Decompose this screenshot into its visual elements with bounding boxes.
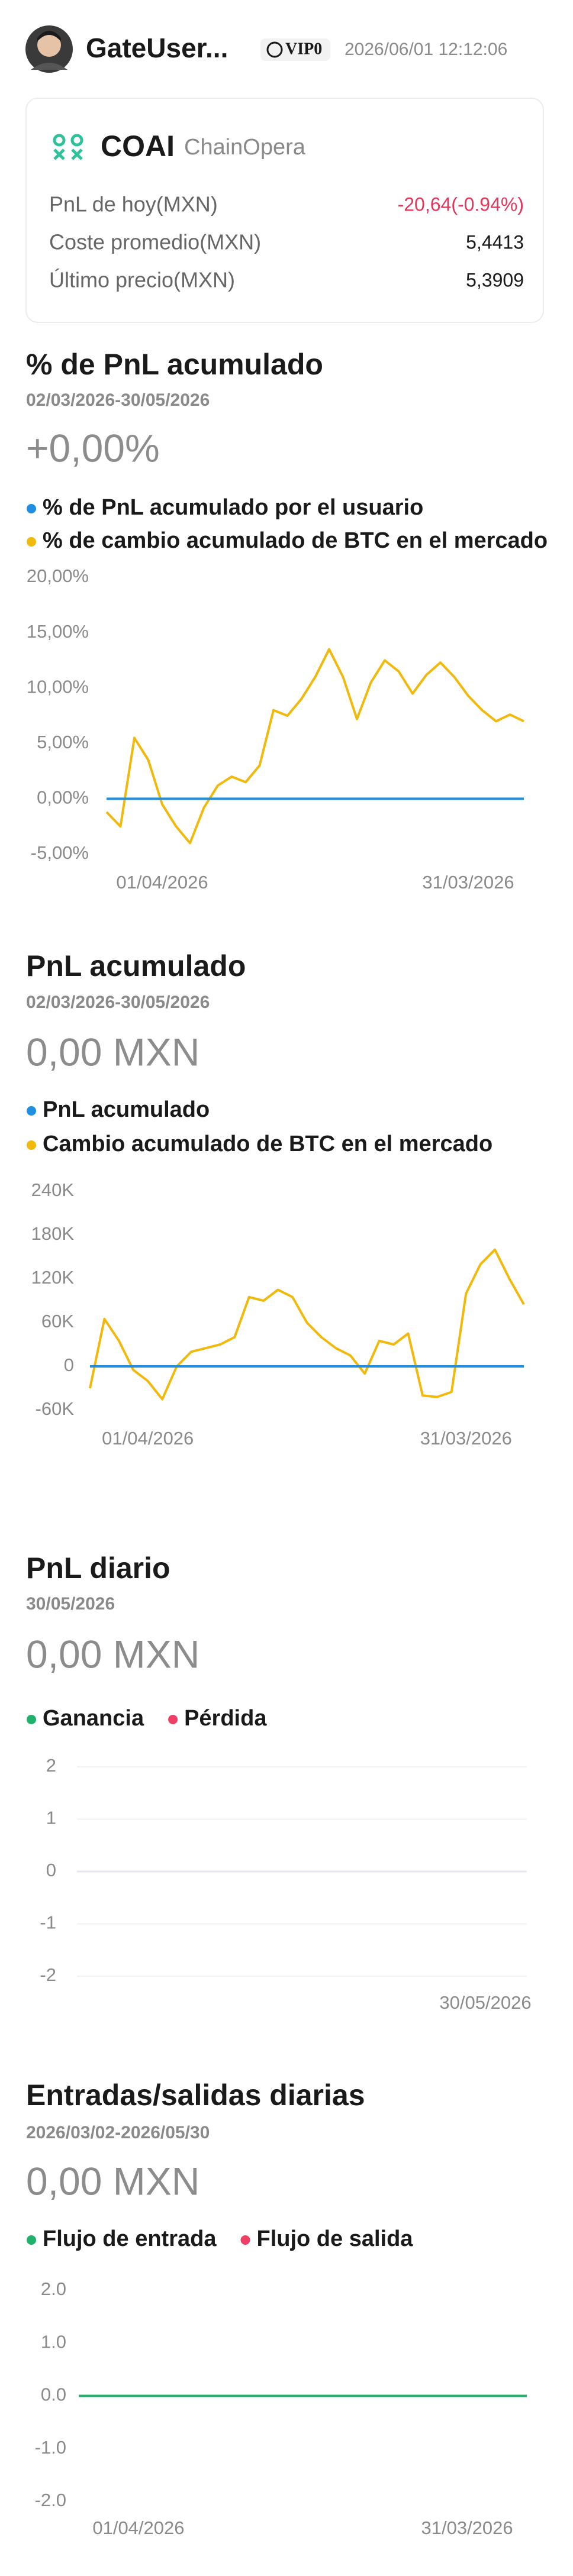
y-tick-label: 240K bbox=[31, 1179, 75, 1200]
legend-label: Flujo de salida bbox=[256, 2226, 413, 2251]
summary-value: 0,00 MXN bbox=[26, 1632, 199, 1676]
series-line bbox=[89, 1248, 525, 1401]
summary-value: 0,00 MXN bbox=[26, 2159, 199, 2203]
y-tick-label: -2 bbox=[40, 1964, 56, 1985]
row-label: Coste promedio(MXN) bbox=[49, 230, 261, 254]
legend-label: % de PnL acumulado por el usuario bbox=[43, 495, 423, 520]
vip-badge: VIP0 bbox=[260, 38, 330, 61]
asset-logo bbox=[53, 134, 83, 160]
y-tick-label: 0,00% bbox=[37, 787, 89, 808]
chart-section: PnL acumulado 02/03/2026-30/05/2026 0,00 M… bbox=[26, 949, 525, 1449]
y-tick-label: -5,00% bbox=[31, 842, 89, 863]
x-tick-label: 31/03/2026 bbox=[421, 2517, 513, 2538]
section-title: % de PnL acumulado bbox=[26, 348, 323, 381]
y-tick-label: 10,00% bbox=[27, 676, 89, 697]
y-tick-label: 0.0 bbox=[41, 2384, 66, 2405]
x-tick-label: 01/04/2026 bbox=[102, 1428, 194, 1449]
x-tick-label: 31/03/2026 bbox=[420, 1428, 512, 1449]
section-title: PnL acumulado bbox=[26, 949, 246, 982]
legend-dot bbox=[27, 504, 36, 513]
x-tick-label: 01/04/2026 bbox=[92, 2517, 184, 2538]
y-tick-label: 2.0 bbox=[41, 2278, 66, 2299]
section-title: PnL diario bbox=[26, 1552, 170, 1585]
asset-card bbox=[25, 98, 544, 323]
x-tick-label: 01/04/2026 bbox=[116, 872, 208, 893]
vip-level: VIP0 bbox=[285, 40, 322, 58]
y-tick-label: -1 bbox=[40, 1912, 56, 1933]
username[interactable]: GateUser... bbox=[86, 33, 228, 63]
legend-label: Pérdida bbox=[184, 1706, 267, 1731]
section-title: Entradas/salidas diarias bbox=[26, 2079, 365, 2112]
chart-section: Entradas/salidas diarias 2026/03/02-2026/… bbox=[26, 2079, 527, 2538]
legend-dot bbox=[27, 537, 36, 547]
y-tick-label: -1.0 bbox=[35, 2437, 66, 2458]
y-tick-label: 0 bbox=[46, 1860, 56, 1880]
summary-value: +0,00% bbox=[26, 426, 160, 470]
legend-label: Ganancia bbox=[43, 1706, 144, 1731]
y-tick-label: 5,00% bbox=[37, 732, 89, 752]
row-label: PnL de hoy(MXN) bbox=[49, 192, 218, 216]
x-tick-label: 31/03/2026 bbox=[422, 872, 514, 893]
date-range: 2026/03/02-2026/05/30 bbox=[26, 2123, 210, 2142]
chart-section: % de PnL acumulado 02/03/2026-30/05/2026 +… bbox=[26, 348, 548, 893]
y-tick-label: -60K bbox=[36, 1398, 75, 1419]
y-tick-label: 0 bbox=[64, 1355, 74, 1375]
legend-label: Cambio acumulado de BTC en el mercado bbox=[43, 1132, 492, 1156]
legend-dot bbox=[27, 1140, 36, 1150]
x-tick-label: 30/05/2026 bbox=[439, 1992, 531, 2013]
y-tick-label: -2.0 bbox=[35, 2490, 66, 2510]
legend-label: Flujo de entrada bbox=[43, 2226, 217, 2251]
legend-dot bbox=[27, 2235, 36, 2245]
y-tick-label: 60K bbox=[41, 1311, 74, 1331]
series-line bbox=[105, 648, 524, 845]
date-range: 30/05/2026 bbox=[26, 1594, 115, 1614]
row-value: 5,3909 bbox=[466, 269, 524, 290]
date-range: 02/03/2026-30/05/2026 bbox=[26, 390, 210, 410]
y-tick-label: 1.0 bbox=[41, 2331, 66, 2352]
legend-dot bbox=[27, 1106, 36, 1116]
legend-dot bbox=[27, 1715, 36, 1724]
y-tick-label: 20,00% bbox=[27, 565, 89, 586]
row-value: 5,4413 bbox=[466, 231, 524, 253]
chart-section: PnL diario 30/05/2026 0,00 MXN Ganancia Pérd… bbox=[26, 1552, 532, 2013]
date-range: 02/03/2026-30/05/2026 bbox=[26, 993, 210, 1012]
legend-dot bbox=[168, 1715, 178, 1724]
y-tick-label: 15,00% bbox=[27, 621, 89, 642]
asset-name: ChainOpera bbox=[184, 135, 306, 160]
legend-label: % de cambio acumulado de BTC en el merca… bbox=[43, 528, 548, 553]
y-tick-label: 120K bbox=[31, 1267, 75, 1288]
avatar[interactable] bbox=[25, 25, 73, 73]
datetime: 2026/06/01 12:12:06 bbox=[345, 40, 507, 59]
asset-symbol: COAI bbox=[101, 130, 175, 163]
summary-value: 0,00 MXN bbox=[26, 1030, 199, 1074]
legend-dot bbox=[240, 2235, 250, 2245]
row-value: -20,64(-0.94%) bbox=[398, 193, 524, 215]
y-tick-label: 1 bbox=[46, 1808, 56, 1828]
legend-label: PnL acumulado bbox=[43, 1097, 210, 1122]
y-tick-label: 2 bbox=[46, 1755, 56, 1776]
row-label: Último precio(MXN) bbox=[49, 268, 235, 292]
y-tick-label: 180K bbox=[31, 1223, 75, 1244]
